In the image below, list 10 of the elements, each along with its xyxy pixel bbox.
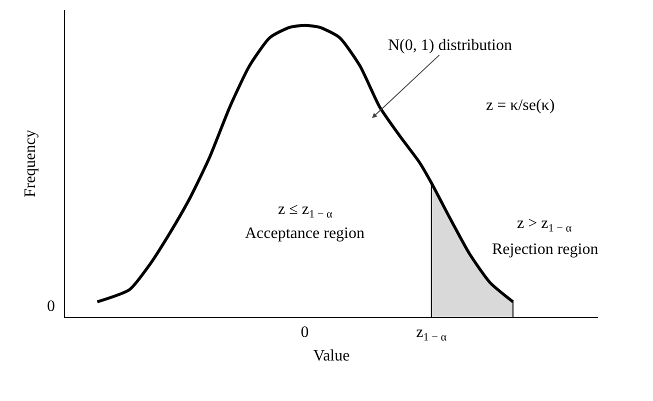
- x-axis-title: Value: [313, 347, 350, 364]
- y-axis-title: Frequency: [22, 130, 39, 198]
- annotation: z = κ/se(κ): [486, 97, 555, 114]
- annotation: N(0, 1) distribution: [388, 37, 512, 54]
- annotation: Rejection region: [492, 241, 598, 258]
- annotation: z > z$_{1 − α}$: [517, 215, 572, 234]
- annotation: z ≤ z$_{1 − α}$: [278, 201, 332, 220]
- annotation: Acceptance region: [245, 225, 364, 242]
- x-tick-label: z$_{1 − α}$: [416, 324, 447, 344]
- text: 0: [47, 298, 55, 315]
